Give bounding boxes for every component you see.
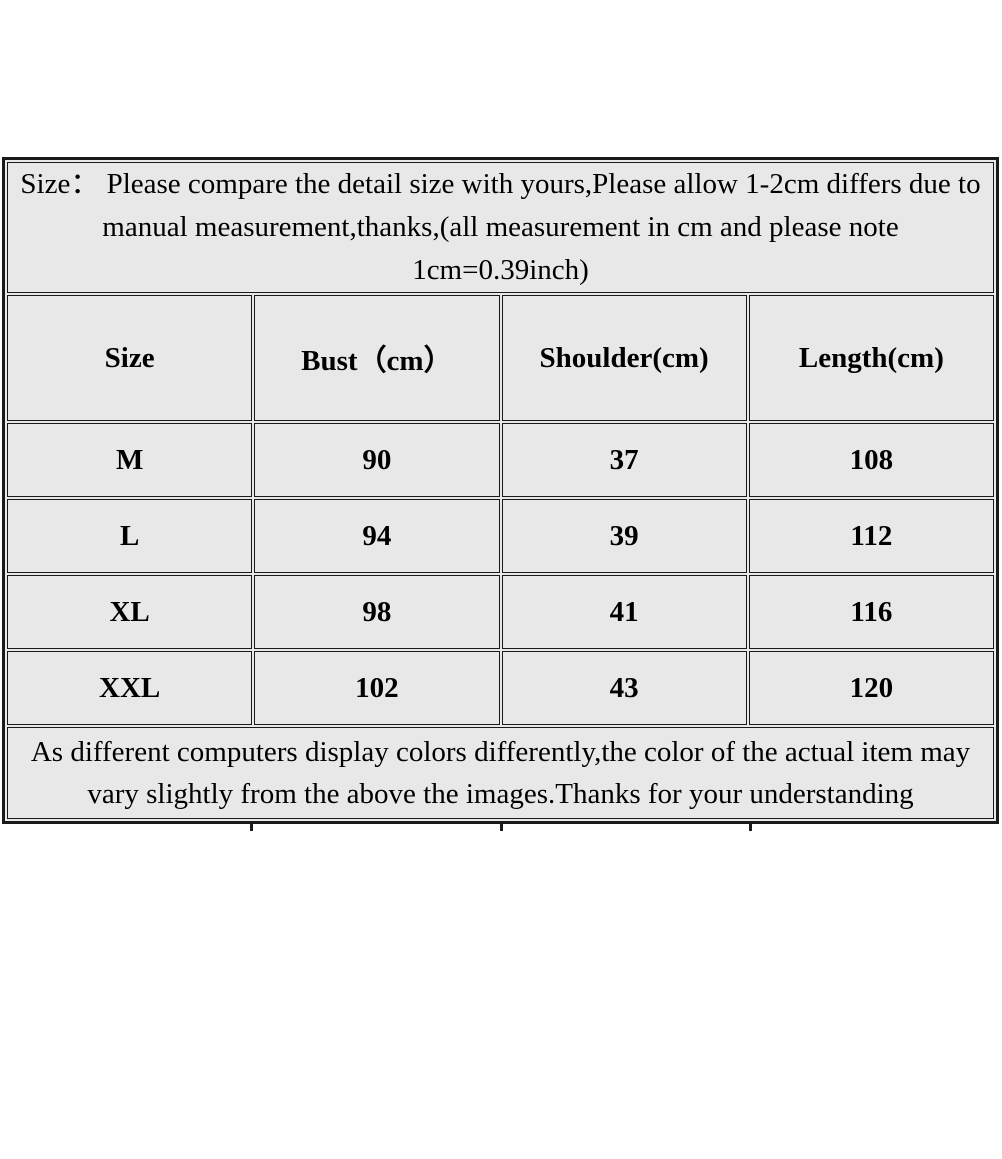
header-row: Size Bust（cm） Shoulder(cm) Length(cm) <box>7 295 994 421</box>
header-size: Size <box>7 295 253 421</box>
column-line-stub <box>499 824 503 831</box>
cell-xxl-shoulder: 43 <box>501 651 747 725</box>
cell-xxl-size: XXL <box>7 651 253 725</box>
measurement-note-line-3: 1cm=0.39inch) <box>412 254 589 286</box>
header-shoulder: Shoulder(cm) <box>501 295 747 421</box>
column-line-stub <box>748 824 752 831</box>
cell-xl-size: XL <box>7 575 253 649</box>
cell-l-size: L <box>7 499 253 573</box>
table-row-xl: XL 98 41 116 <box>7 575 994 649</box>
color-disclaimer-line-2: vary slightly from the above the images.… <box>87 778 914 810</box>
table-row-l: L 94 39 112 <box>7 499 994 573</box>
cell-m-shoulder: 37 <box>501 423 747 497</box>
cell-m-bust: 90 <box>254 423 500 497</box>
table-row-xxl: XXL 102 43 120 <box>7 651 994 725</box>
measurement-note-row: Size： Please compare the detail size wit… <box>7 162 994 293</box>
cell-xl-bust: 98 <box>254 575 500 649</box>
cell-m-size: M <box>7 423 253 497</box>
size-chart: Size： Please compare the detail size wit… <box>2 157 999 831</box>
cell-xl-shoulder: 41 <box>501 575 747 649</box>
cell-l-length: 112 <box>748 499 994 573</box>
cell-l-bust: 94 <box>254 499 500 573</box>
cell-l-shoulder: 39 <box>501 499 747 573</box>
cell-xxl-length: 120 <box>748 651 994 725</box>
header-length: Length(cm) <box>748 295 994 421</box>
color-disclaimer-line-1: As different computers display colors di… <box>30 736 971 768</box>
table-row-m: M 90 37 108 <box>7 423 994 497</box>
measurement-note-line-2: manual measurement,thanks,(all measureme… <box>102 211 899 243</box>
size-chart-table: Size： Please compare the detail size wit… <box>2 157 999 824</box>
cell-xxl-bust: 102 <box>254 651 500 725</box>
column-line-stub <box>250 824 254 831</box>
color-disclaimer-row: As different computers display colors di… <box>7 727 994 819</box>
cell-m-length: 108 <box>748 423 994 497</box>
cell-xl-length: 116 <box>748 575 994 649</box>
measurement-note-line-1: Size： Please compare the detail size wit… <box>20 168 981 200</box>
header-bust: Bust（cm） <box>254 295 500 421</box>
color-disclaimer-note: As different computers display colors di… <box>7 727 994 819</box>
measurement-note: Size： Please compare the detail size wit… <box>7 162 994 293</box>
